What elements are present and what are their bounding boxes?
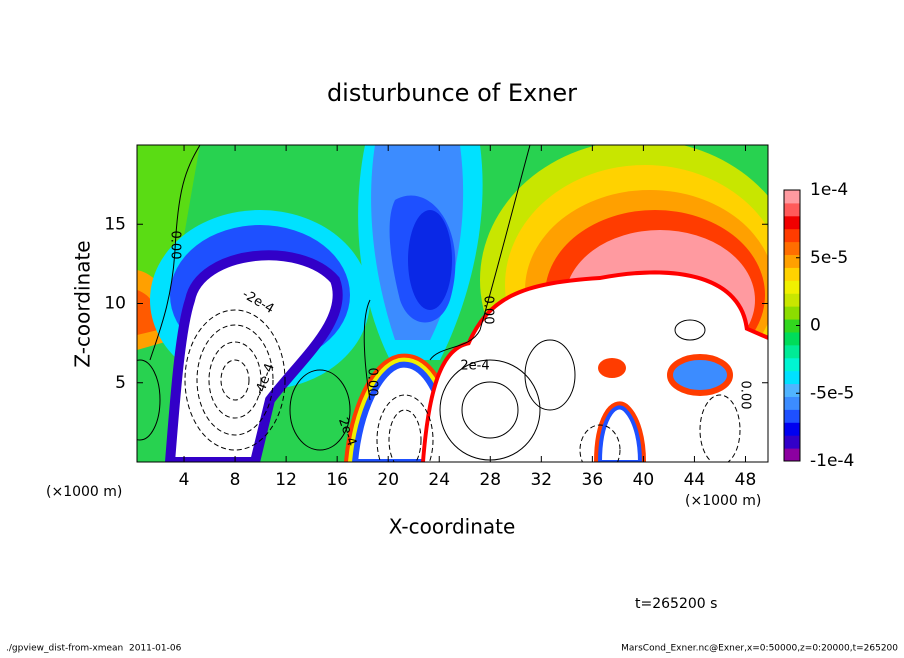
colorbar-band bbox=[784, 267, 800, 281]
colorbar-tick-label: -5e-5 bbox=[810, 383, 854, 403]
x-tick-label: 20 bbox=[377, 470, 399, 490]
y-tick-label: 15 bbox=[104, 214, 126, 234]
colorbar-band bbox=[784, 241, 800, 256]
y-axis-label: Z-coordinate bbox=[71, 240, 95, 367]
x-axis-label: X-coordinate bbox=[389, 515, 516, 539]
colorbar-band bbox=[784, 370, 800, 385]
y-tick-label: 5 bbox=[115, 373, 126, 393]
colorbar-band bbox=[784, 280, 800, 294]
x-tick-label: 24 bbox=[428, 470, 450, 490]
colorbar-band bbox=[784, 215, 800, 230]
colorbar-band bbox=[784, 448, 800, 462]
contour-label: 2e-4 bbox=[460, 359, 489, 374]
contour-field bbox=[137, 145, 768, 462]
x-tick-label: 12 bbox=[275, 470, 297, 490]
colorbar-band bbox=[784, 435, 800, 449]
contour-label: 0.00 bbox=[738, 381, 753, 410]
footer-left: ./gpview_dist-from-xmean 2011-01-06 bbox=[6, 644, 182, 654]
colorbar-band bbox=[784, 228, 800, 243]
x-tick-label: 44 bbox=[684, 470, 706, 490]
chart-title: disturbunce of Exner bbox=[327, 79, 577, 107]
colorbar-band bbox=[784, 396, 800, 410]
contour-label: 0.00 bbox=[365, 368, 380, 397]
colorbar-band bbox=[784, 331, 800, 346]
x-tick-label: 16 bbox=[326, 470, 348, 490]
colorbar-band bbox=[784, 319, 800, 333]
colorbar-band bbox=[784, 190, 800, 204]
colorbar-band bbox=[784, 383, 800, 397]
x-tick-label: 8 bbox=[230, 470, 241, 490]
x-tick-label: 32 bbox=[530, 470, 552, 490]
colorbar-band bbox=[784, 344, 800, 359]
x-tick-label: 4 bbox=[179, 470, 190, 490]
footer-right: MarsCond_Exner.nc@Exner,x=0:50000,z=0:20… bbox=[621, 644, 898, 654]
contour-label: 0.00 bbox=[481, 296, 496, 325]
x-unit: (×1000 m) bbox=[685, 493, 761, 509]
x-tick-label: 48 bbox=[735, 470, 757, 490]
time-label: t=265200 s bbox=[635, 596, 717, 612]
colorbar-band bbox=[784, 306, 800, 320]
y-tick-label: 10 bbox=[104, 294, 126, 314]
colorbar-tick-label: 0 bbox=[810, 316, 821, 336]
colorbar-band bbox=[784, 254, 800, 268]
x-tick-label: 40 bbox=[633, 470, 655, 490]
contour-label: 0.00 bbox=[168, 231, 183, 260]
x-tick-label: 28 bbox=[479, 470, 501, 490]
colorbar-tick-label: -1e-4 bbox=[810, 451, 854, 471]
colorbar-band bbox=[784, 409, 800, 423]
colorbar-tick-label: 1e-4 bbox=[810, 180, 848, 200]
colorbar-band bbox=[784, 357, 800, 372]
colorbar-band bbox=[784, 202, 800, 217]
x-tick-label: 36 bbox=[582, 470, 604, 490]
colorbar-band bbox=[784, 293, 800, 307]
colorbar-tick-label: 5e-5 bbox=[810, 248, 848, 268]
y-unit: (×1000 m) bbox=[46, 484, 122, 500]
colorbar-band bbox=[784, 422, 800, 436]
